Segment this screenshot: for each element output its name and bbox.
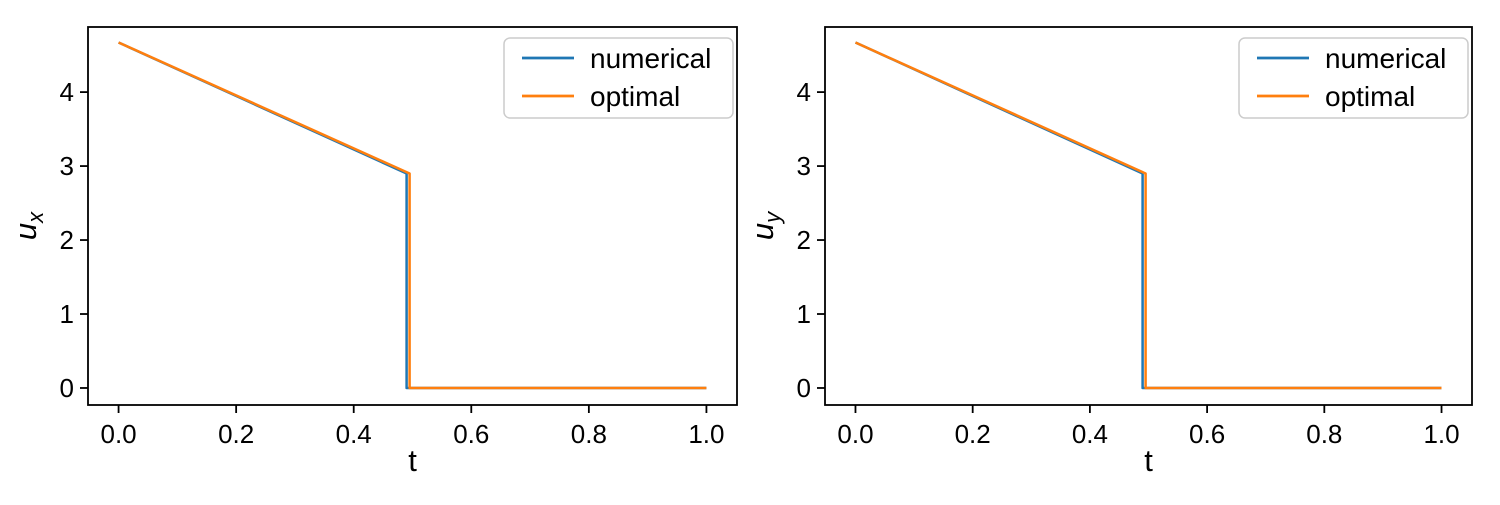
x-tick-label: 0.0 xyxy=(100,419,136,449)
series-line-optimal xyxy=(854,41,1442,390)
x-tick-label: 1.0 xyxy=(688,419,724,449)
y-tick-label: 0 xyxy=(797,373,811,403)
x-tick-label: 0.6 xyxy=(453,419,489,449)
y-tick-label: 4 xyxy=(60,77,74,107)
subplot-uy: 0.0 0.2 0.4 0.6 0.8 1.0 0 1 2 3 4 t uy numerical optim… xyxy=(745,0,1500,500)
y-tick-label: 0 xyxy=(60,373,74,403)
x-axis-label: t xyxy=(1144,443,1153,478)
y-axis-label-sub: x xyxy=(23,211,48,224)
y-axis-label: ux xyxy=(8,211,48,240)
uy-chart-svg: 0.0 0.2 0.4 0.6 0.8 1.0 0 1 2 3 4 t uy numerical optim… xyxy=(745,26,1473,478)
x-tick-label: 0.2 xyxy=(218,419,254,449)
y-axis-label: uy xyxy=(750,210,785,240)
x-tick-label: 1.0 xyxy=(1423,419,1459,449)
y-tick-label: 4 xyxy=(797,77,811,107)
x-tick-label: 0.2 xyxy=(955,419,991,449)
x-tick-label: 0.0 xyxy=(837,419,873,449)
x-tick-label: 0.4 xyxy=(336,419,372,449)
y-tick-label: 1 xyxy=(60,299,74,329)
y-tick-label: 3 xyxy=(797,151,811,181)
y-tick-label: 2 xyxy=(60,225,74,255)
x-tick-label: 0.4 xyxy=(1072,419,1108,449)
x-tick-label: 0.8 xyxy=(571,419,607,449)
plot-border xyxy=(87,26,738,406)
subplot-ux: 0.0 0.2 0.4 0.6 0.8 1.0 0 1 2 3 4 t ux numerical optim… xyxy=(0,0,750,500)
y-axis-label-base: u xyxy=(750,223,780,240)
legend-label-numerical: numerical xyxy=(1325,43,1446,74)
legend-label-numerical: numerical xyxy=(590,43,711,74)
legend-label-optimal: optimal xyxy=(1325,81,1415,112)
x-tick-label: 0.8 xyxy=(1306,419,1342,449)
x-tick-label: 0.6 xyxy=(1189,419,1225,449)
legend-label-optimal: optimal xyxy=(590,81,680,112)
y-axis-label-sub: y xyxy=(760,210,785,225)
y-tick-label: 2 xyxy=(797,225,811,255)
plot-border xyxy=(824,26,1473,406)
y-axis-label-base: u xyxy=(8,223,43,240)
y-tick-label: 1 xyxy=(797,299,811,329)
ux-chart-svg: 0.0 0.2 0.4 0.6 0.8 1.0 0 1 2 3 4 t ux numerical optim… xyxy=(8,26,738,478)
x-axis-label: t xyxy=(408,443,417,478)
series-line-optimal xyxy=(118,41,707,390)
y-tick-label: 3 xyxy=(60,151,74,181)
